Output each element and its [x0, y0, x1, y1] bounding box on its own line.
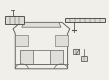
Bar	[73, 49, 79, 54]
Bar	[15, 35, 28, 46]
Bar	[50, 50, 63, 64]
Polygon shape	[22, 22, 61, 27]
Bar	[5, 16, 24, 24]
Bar	[33, 50, 50, 64]
Bar	[54, 35, 68, 46]
Bar	[20, 50, 63, 64]
Polygon shape	[15, 27, 68, 69]
Bar	[81, 56, 87, 61]
Polygon shape	[13, 22, 70, 34]
Bar	[65, 18, 105, 22]
Bar	[20, 50, 33, 64]
